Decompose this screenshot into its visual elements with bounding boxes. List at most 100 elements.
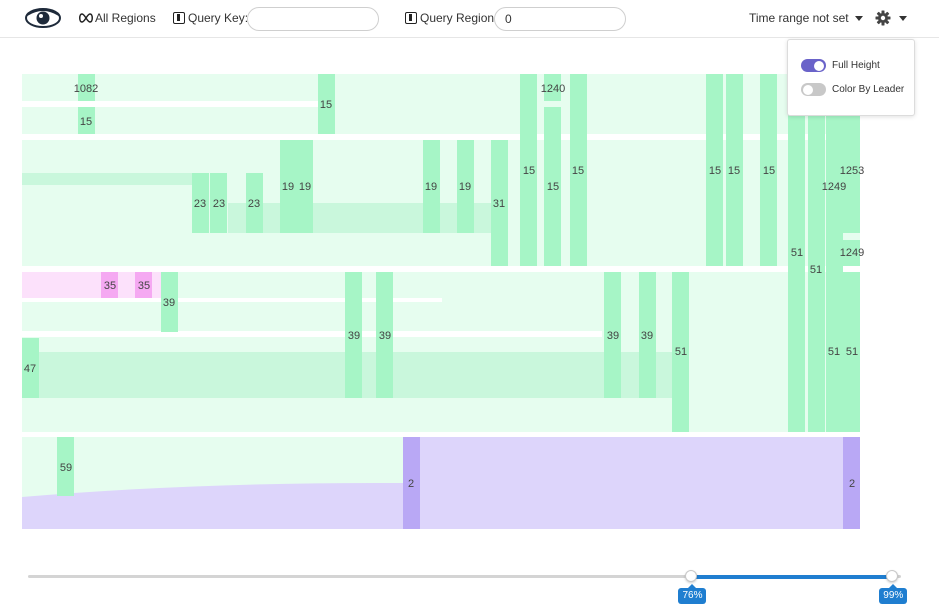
node-label: 19 [282, 181, 294, 193]
node-labels: 1082 15 15 1240 23 23 23 19 19 19 19 31 … [24, 83, 864, 490]
node-bar[interactable] [570, 74, 587, 266]
node-bar[interactable] [318, 74, 335, 134]
node-bar[interactable] [520, 74, 537, 266]
node-label: 51 [846, 346, 858, 358]
node-label: 39 [163, 297, 175, 309]
node-label: 1249 [822, 181, 846, 193]
node-label: 23 [213, 198, 225, 210]
node-label: 15 [80, 116, 92, 128]
node-bar[interactable] [135, 272, 152, 298]
color-by-leader-option[interactable]: Color By Leader [801, 83, 904, 96]
node-bar[interactable] [192, 173, 209, 233]
flow-gap [22, 298, 442, 302]
node-bar[interactable] [345, 272, 362, 398]
time-range-dropdown[interactable]: Time range not set [749, 11, 863, 25]
node-bar[interactable] [457, 140, 474, 233]
node-label: 19 [425, 181, 437, 193]
node-bar[interactable] [672, 272, 689, 432]
query-key-label-group: Query Key: [173, 11, 248, 25]
node-bar[interactable] [726, 74, 743, 266]
node-bar[interactable] [706, 74, 723, 266]
node-label: 1240 [541, 83, 565, 95]
slider-selected-range[interactable] [691, 575, 893, 579]
time-range-label: Time range not set [749, 11, 849, 25]
node-label: 1082 [74, 83, 98, 95]
flow-gap [22, 331, 602, 337]
node-bar[interactable] [826, 74, 843, 432]
node-label: 35 [104, 280, 116, 292]
flow-band [420, 437, 843, 529]
slider-end-label: 99% [879, 584, 908, 604]
slider-track[interactable] [28, 575, 901, 578]
node-bar[interactable] [78, 107, 95, 134]
node-bar[interactable] [210, 173, 227, 233]
full-height-toggle[interactable] [801, 59, 826, 72]
node-bar[interactable] [22, 338, 39, 398]
node-bar[interactable] [843, 272, 860, 432]
settings-dropdown[interactable] [875, 10, 907, 26]
node-bar[interactable] [544, 74, 561, 101]
node-bar[interactable] [161, 272, 178, 332]
node-label: 31 [493, 198, 505, 210]
node-bar[interactable] [296, 140, 313, 233]
node-bar[interactable] [604, 272, 621, 398]
flow-band [22, 173, 192, 185]
node-label: 51 [675, 346, 687, 358]
gear-icon [875, 10, 891, 26]
flow-band [228, 203, 491, 233]
query-region-input[interactable] [494, 7, 626, 31]
node-bar[interactable] [376, 272, 393, 398]
node-label: 15 [523, 165, 535, 177]
node-bar[interactable] [57, 437, 74, 496]
node-label: 39 [641, 330, 653, 342]
node-label: 51 [810, 264, 822, 276]
node-label: 51 [828, 346, 840, 358]
node-label: 59 [60, 462, 72, 474]
node-bar[interactable] [843, 240, 860, 266]
key-icon [405, 12, 417, 24]
slider-end-handle[interactable] [886, 570, 899, 582]
node-label: 2 [849, 478, 855, 490]
node-label: 19 [459, 181, 471, 193]
node-label: 2 [408, 478, 414, 490]
node-label: 15 [547, 181, 559, 193]
node-label: 15 [763, 165, 775, 177]
node-bar[interactable] [544, 107, 561, 266]
time-range-slider[interactable]: 76% 99% [0, 560, 939, 616]
node-label: 19 [299, 181, 311, 193]
node-label: 15 [728, 165, 740, 177]
node-label: 39 [379, 330, 391, 342]
node-bar[interactable] [423, 140, 440, 233]
query-key-input[interactable] [247, 7, 379, 31]
node-label: 39 [348, 330, 360, 342]
node-bar[interactable] [101, 272, 118, 298]
query-key-label: Query Key: [188, 11, 249, 25]
node-label: 23 [248, 198, 260, 210]
node-label: 23 [194, 198, 206, 210]
node-bar[interactable] [760, 74, 777, 266]
flow-gap [22, 101, 320, 107]
node-bar[interactable] [78, 74, 95, 101]
node-bar[interactable] [843, 437, 860, 529]
node-bar[interactable] [280, 140, 297, 233]
eye-logo-icon[interactable] [24, 6, 62, 30]
node-bar[interactable] [491, 140, 508, 266]
region-flow-chart: 1082 15 15 1240 23 23 23 19 19 19 19 31 … [22, 74, 864, 529]
chevron-down-icon [854, 15, 863, 21]
node-bar[interactable] [403, 437, 420, 529]
flow-nodes [22, 74, 860, 529]
node-label: 15 [320, 99, 332, 111]
node-bar[interactable] [808, 74, 825, 432]
node-label: 1253 [840, 165, 864, 177]
top-bar: All Regions Query Key: Query Region: Tim… [0, 0, 939, 38]
all-regions-link[interactable]: All Regions [78, 11, 156, 25]
node-bar[interactable] [788, 74, 805, 432]
slider-start-handle[interactable] [685, 570, 698, 582]
color-by-leader-toggle[interactable] [801, 83, 826, 96]
node-label: 1249 [840, 247, 864, 259]
slider-start-label: 76% [678, 584, 707, 604]
query-region-label-group: Query Region: [405, 11, 497, 25]
node-bar[interactable] [246, 173, 263, 233]
node-bar[interactable] [639, 272, 656, 398]
full-height-option[interactable]: Full Height [801, 59, 880, 72]
